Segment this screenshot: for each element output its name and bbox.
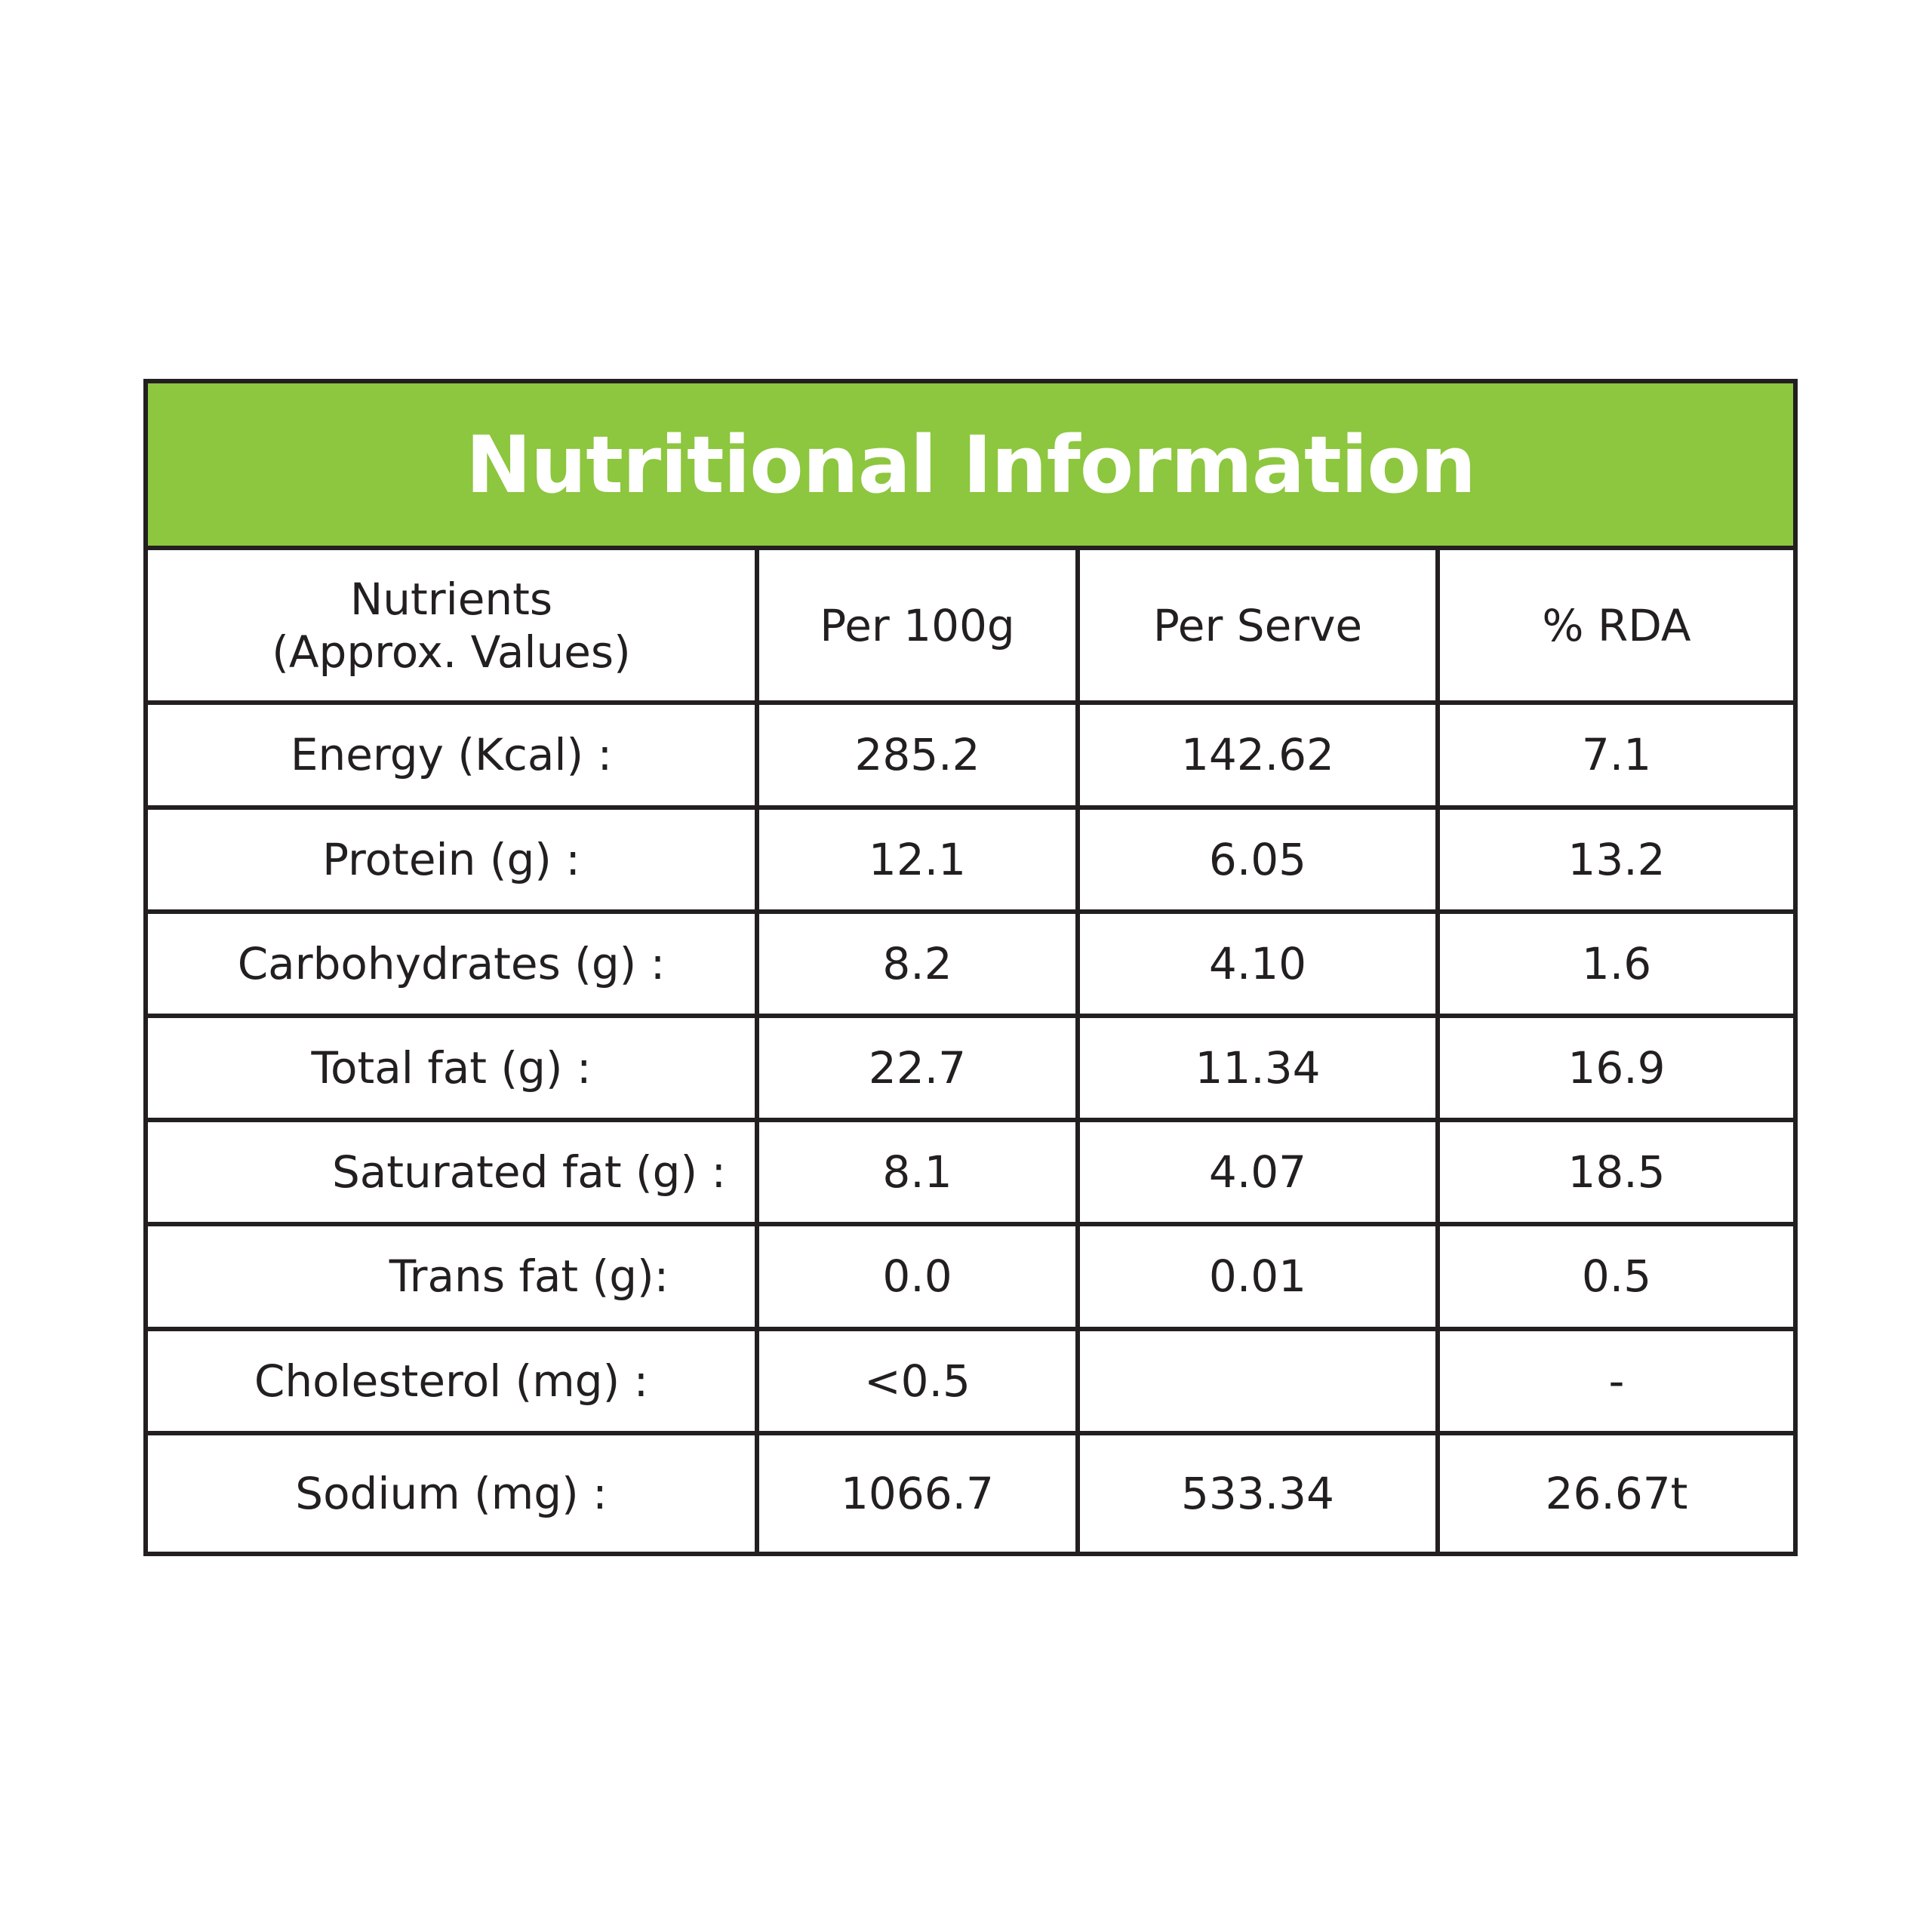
rda-column-header: % RDA <box>1435 550 1793 706</box>
table-row: Trans fat (g): 0.0 0.01 0.5 <box>148 1222 1793 1331</box>
table-header-row: Nutrients (Approx. Values) Per 100g Per … <box>148 550 1793 706</box>
per-serve-value: 4.10 <box>1075 909 1440 1018</box>
per-serve-column-header: Per Serve <box>1075 550 1440 706</box>
rda-value: 18.5 <box>1435 1118 1793 1227</box>
per-100g-value: 285.2 <box>755 700 1080 810</box>
per-100g-value: 1066.7 <box>755 1430 1080 1552</box>
per-100g-value: <0.5 <box>755 1326 1080 1435</box>
nutrient-label: Carbohydrates (g) : <box>148 909 759 1018</box>
table-row: Sodium (mg) :1066.7 533.34 26.67t <box>148 1430 1793 1552</box>
nutrient-label: Cholesterol (mg) : <box>148 1326 759 1435</box>
nutrient-label: Saturated fat (g) : <box>148 1118 759 1227</box>
nutrient-label: Energy (Kcal) : <box>148 700 759 810</box>
nutrient-label: Protein (g) : <box>148 804 759 914</box>
table-row: Saturated fat (g) :8.1 4.07 18.5 <box>148 1118 1793 1227</box>
table-row: Cholesterol (mg) : <0.5 - <box>148 1326 1793 1435</box>
table-row: Carbohydrates (g) :8.2 4.10 1.6 <box>148 909 1793 1018</box>
table-row: Energy (Kcal) :285.2 142.62 7.1 <box>148 700 1793 810</box>
nutrients-column-header: Nutrients (Approx. Values) <box>148 550 759 706</box>
per-100g-column-header: Per 100g <box>755 550 1080 706</box>
rda-value: 26.67t <box>1435 1430 1793 1552</box>
nutrient-label: Total fat (g) : <box>148 1013 759 1123</box>
title-bar: Nutritional Information <box>148 383 1793 550</box>
table-row: Protein (g) :12.1 6.05 13.2 <box>148 804 1793 914</box>
per-serve-value: 6.05 <box>1075 804 1440 914</box>
per-serve-value: 11.34 <box>1075 1013 1440 1123</box>
rda-value: - <box>1435 1326 1793 1435</box>
per-100g-value: 8.2 <box>755 909 1080 1018</box>
nutrition-panel: Nutritional Information Nutrients (Appro… <box>143 379 1798 1556</box>
rda-value: 0.5 <box>1435 1222 1793 1331</box>
per-serve-value: 142.62 <box>1075 700 1440 810</box>
nutrients-header-line2: (Approx. Values) <box>272 626 631 678</box>
per-100g-value: 22.7 <box>755 1013 1080 1123</box>
rda-value: 7.1 <box>1435 700 1793 810</box>
rda-value: 1.6 <box>1435 909 1793 1018</box>
per-100g-value: 8.1 <box>755 1118 1080 1227</box>
per-100g-value: 12.1 <box>755 804 1080 914</box>
table-row: Total fat (g) :22.7 11.34 16.9 <box>148 1013 1793 1123</box>
per-serve-value: 0.01 <box>1075 1222 1440 1331</box>
per-serve-value <box>1075 1326 1440 1435</box>
per-serve-value: 533.34 <box>1075 1430 1440 1552</box>
per-serve-value: 4.07 <box>1075 1118 1440 1227</box>
nutrients-header-line1: Nutrients <box>349 573 553 625</box>
rda-value: 16.9 <box>1435 1013 1793 1123</box>
per-100g-value: 0.0 <box>755 1222 1080 1331</box>
nutrient-label: Sodium (mg) : <box>148 1430 759 1552</box>
panel-title: Nutritional Information <box>466 418 1476 511</box>
rda-value: 13.2 <box>1435 804 1793 914</box>
nutrient-label: Trans fat (g): <box>148 1222 759 1331</box>
nutrition-table: Nutrients (Approx. Values) Per 100g Per … <box>148 550 1793 1552</box>
